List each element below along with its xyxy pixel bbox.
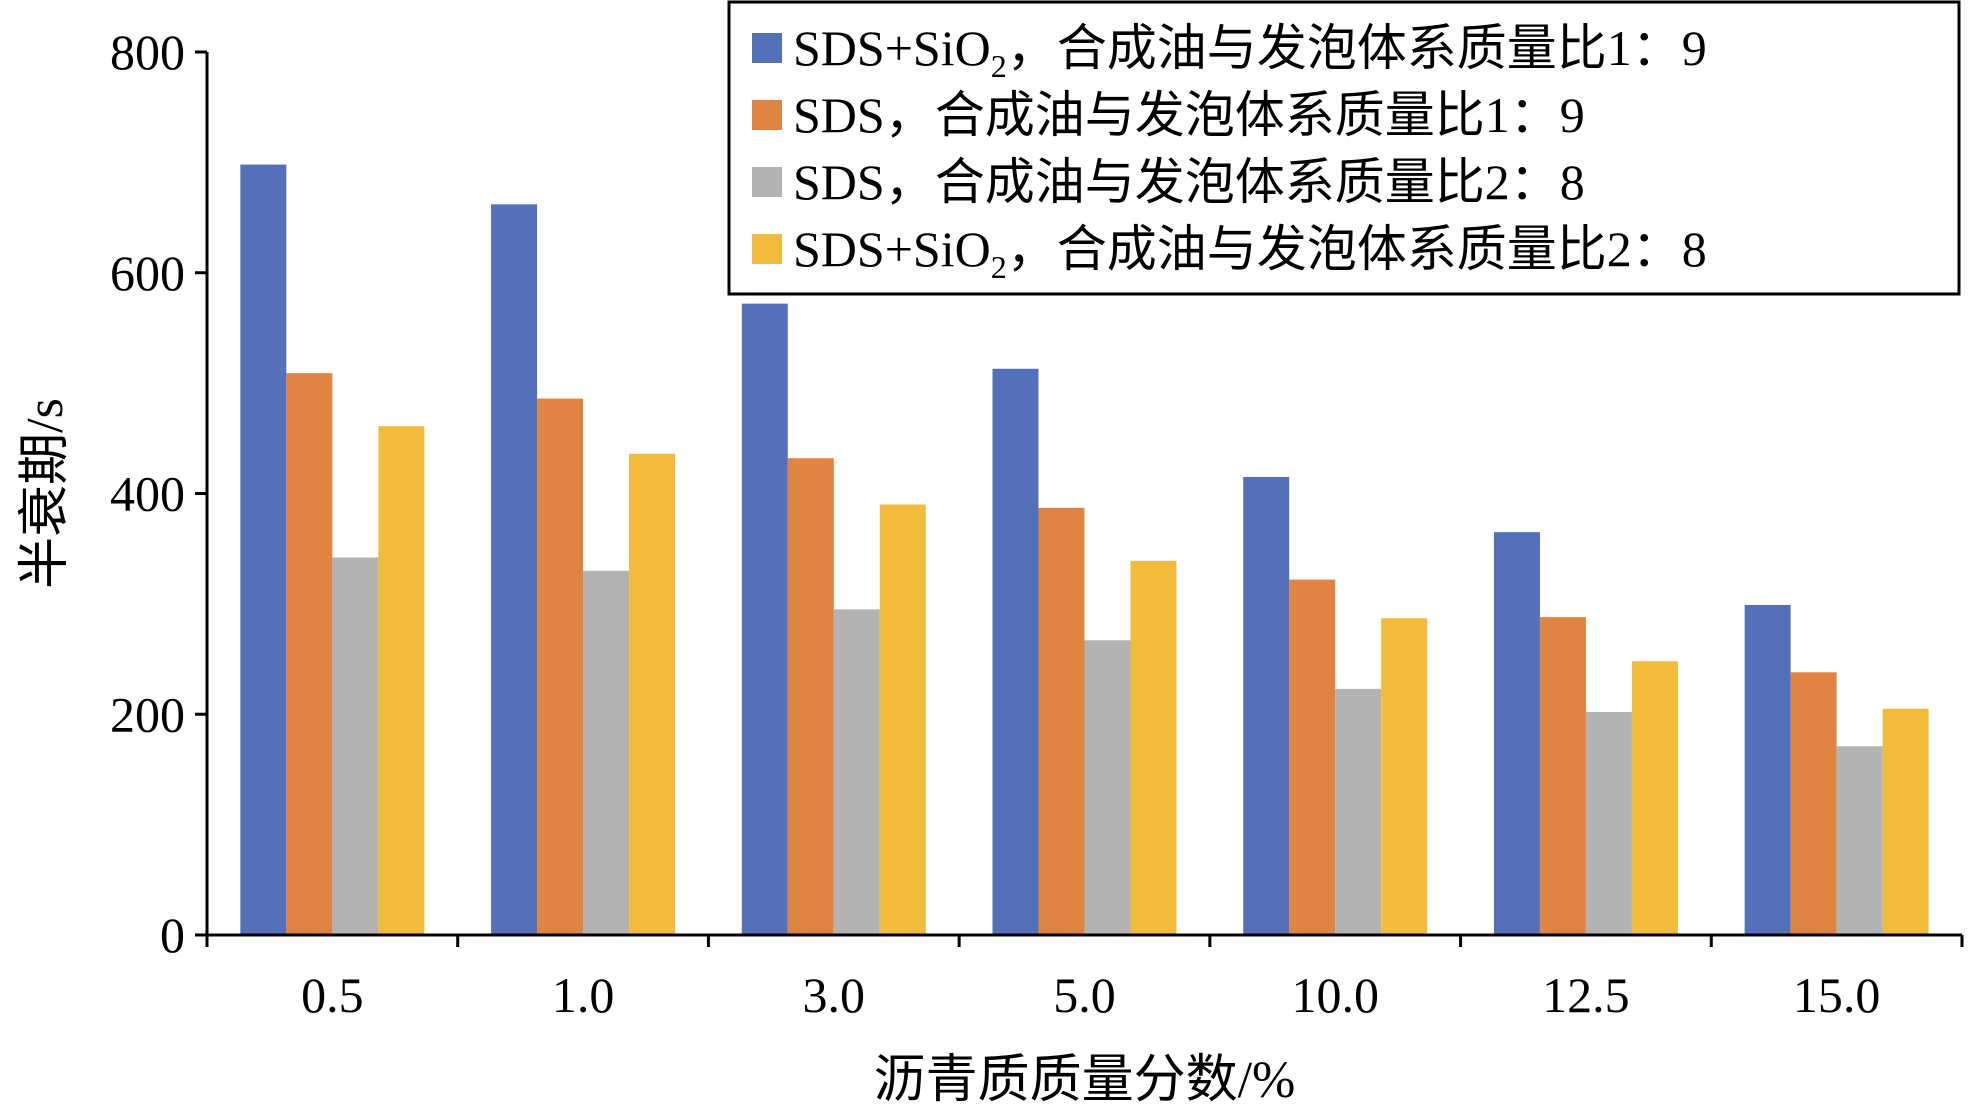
legend-label-main: SDS，合成油与发泡体系质量比1：9 [793, 87, 1585, 143]
bar-series3-12.5: SDS，合成油与发泡体系质量比2：8: 202 [1585, 712, 1632, 935]
y-axis-title: 半衰期/s [17, 398, 74, 589]
legend-label-main: SDS+SiO [793, 221, 991, 277]
x-ticks-group: 0.5 1.0 3.0 5.0 10.0 12.5 15.0 [205, 935, 1964, 1023]
legend-swatch-1 [752, 33, 782, 63]
y-ticks-group: 0 200 400 600 800 [110, 24, 207, 963]
bar-series1-3.0: SDS+SiO2，合成油与发泡体系质量比1：9: 572 [741, 303, 788, 935]
bar-series1-5.0: SDS+SiO2，合成油与发泡体系质量比1：9: 513 [992, 368, 1039, 935]
legend-label-subscript: 2 [991, 249, 1007, 285]
x-tick-label: 1.0 [552, 967, 615, 1023]
bar-series4-0.5: SDS+SiO2，合成油与发泡体系质量比2：8: 461 [378, 426, 425, 935]
bar-series4-5.0: SDS+SiO2，合成油与发泡体系质量比2：8: 339 [1130, 560, 1177, 935]
bar-series3-10.0: SDS，合成油与发泡体系质量比2：8: 223 [1335, 688, 1382, 935]
bar-series2-15.0: SDS，合成油与发泡体系质量比1：9: 238 [1790, 672, 1837, 935]
bar-series4-12.5: SDS+SiO2，合成油与发泡体系质量比2：8: 248 [1631, 661, 1678, 935]
bar-series3-0.5: SDS，合成油与发泡体系质量比2：8: 342 [332, 557, 379, 935]
bar-series2-5.0: SDS，合成油与发泡体系质量比1：9: 387 [1038, 507, 1085, 935]
bar-series1-15.0: SDS+SiO2，合成油与发泡体系质量比1：9: 299 [1744, 604, 1791, 935]
bar-series2-1.0: SDS，合成油与发泡体系质量比1：9: 486 [537, 398, 584, 935]
bar-series4-3.0: SDS+SiO2，合成油与发泡体系质量比2：8: 390 [879, 504, 926, 935]
y-tick-label: 0 [160, 907, 185, 963]
legend-label-2: SDS，合成油与发泡体系质量比1：9 [793, 87, 1585, 143]
y-tick-label: 600 [110, 245, 185, 301]
bar-series3-15.0: SDS，合成油与发泡体系质量比2：8: 171 [1836, 746, 1883, 935]
x-tick-label: 5.0 [1053, 967, 1116, 1023]
x-tick-label: 3.0 [803, 967, 866, 1023]
legend-label-1: SDS+SiO2，合成油与发泡体系质量比1：9 [793, 20, 1707, 84]
bar-series2-12.5: SDS，合成油与发泡体系质量比1：9: 288 [1539, 617, 1586, 935]
legend-label-rest: ，合成油与发泡体系质量比1：9 [1007, 20, 1707, 76]
y-tick-label: 400 [110, 466, 185, 522]
legend-swatch-4 [752, 234, 782, 264]
legend-box [727, 0, 1961, 296]
bar-series4-1.0: SDS+SiO2，合成油与发泡体系质量比2：8: 436 [629, 453, 676, 935]
bar-series1-12.5: SDS+SiO2，合成油与发泡体系质量比1：9: 365 [1493, 532, 1540, 935]
y-tick-label: 200 [110, 686, 185, 742]
legend-swatch-3 [752, 167, 782, 197]
bar-series2-0.5: SDS，合成油与发泡体系质量比1：9: 509 [286, 373, 333, 935]
bar-series1-1.0: SDS+SiO2，合成油与发泡体系质量比1：9: 662 [491, 204, 538, 935]
bar-series3-5.0: SDS，合成油与发泡体系质量比2：8: 267 [1084, 640, 1131, 935]
bar-series4-10.0: SDS+SiO2，合成油与发泡体系质量比2：8: 287 [1381, 618, 1428, 935]
bar-series4-15.0: SDS+SiO2，合成油与发泡体系质量比2：8: 205 [1882, 708, 1929, 935]
legend-label-main: SDS，合成油与发泡体系质量比2：8 [793, 154, 1585, 210]
bar-series3-1.0: SDS，合成油与发泡体系质量比2：8: 330 [583, 570, 630, 935]
legend-label-3: SDS，合成油与发泡体系质量比2：8 [793, 154, 1585, 210]
x-tick-label: 10.0 [1291, 967, 1379, 1023]
legend-swatch-2 [752, 100, 782, 130]
legend-label-subscript: 2 [991, 48, 1007, 84]
bar-series2-10.0: SDS，合成油与发泡体系质量比1：9: 322 [1289, 579, 1336, 935]
y-tick-label: 800 [110, 24, 185, 80]
bar-series1-0.5: SDS+SiO2，合成油与发泡体系质量比1：9: 698 [240, 164, 287, 935]
legend-label-main: SDS+SiO [793, 20, 991, 76]
bars-group: SDS+SiO2，合成油与发泡体系质量比1：9: 698SDS，合成油与发泡体系… [240, 164, 1929, 935]
x-tick-label: 15.0 [1793, 967, 1881, 1023]
bar-series3-3.0: SDS，合成油与发泡体系质量比2：8: 295 [833, 609, 880, 935]
x-tick-label: 0.5 [301, 967, 364, 1023]
bar-series2-3.0: SDS，合成油与发泡体系质量比1：9: 432 [787, 458, 834, 935]
x-axis-title: 沥青质质量分数/% [874, 1052, 1296, 1109]
x-tick-label: 12.5 [1542, 967, 1630, 1023]
legend: SDS+SiO2，合成油与发泡体系质量比1：9SDS，合成油与发泡体系质量比1：… [727, 0, 1961, 296]
legend-label-4: SDS+SiO2，合成油与发泡体系质量比2：8 [793, 221, 1707, 285]
bar-series1-10.0: SDS+SiO2，合成油与发泡体系质量比1：9: 415 [1243, 476, 1290, 935]
legend-label-rest: ，合成油与发泡体系质量比2：8 [1007, 221, 1707, 277]
